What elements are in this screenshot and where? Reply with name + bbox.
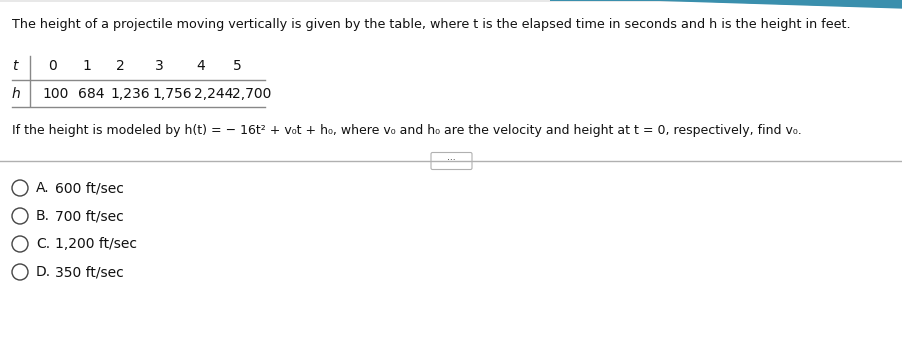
Text: t: t xyxy=(12,59,17,73)
Text: 684: 684 xyxy=(78,87,105,101)
Text: B.: B. xyxy=(36,209,50,223)
Text: 1,236: 1,236 xyxy=(110,87,150,101)
Text: 700 ft/sec: 700 ft/sec xyxy=(55,209,124,223)
Text: 0: 0 xyxy=(48,59,57,73)
Text: h: h xyxy=(12,87,21,101)
Text: 1,200 ft/sec: 1,200 ft/sec xyxy=(55,237,137,251)
Text: 4: 4 xyxy=(196,59,205,73)
Text: 2,700: 2,700 xyxy=(232,87,272,101)
Text: 1,756: 1,756 xyxy=(152,87,191,101)
Text: If the height is modeled by h(t) = − 16t² + v₀t + h₀, where v₀ and h₀ are the ve: If the height is modeled by h(t) = − 16t… xyxy=(12,124,801,137)
Text: D.: D. xyxy=(36,265,51,279)
Polygon shape xyxy=(549,0,902,8)
Text: ···: ··· xyxy=(446,157,456,166)
Polygon shape xyxy=(549,0,902,8)
Text: 3: 3 xyxy=(155,59,163,73)
Text: The height of a projectile moving vertically is given by the table, where t is t: The height of a projectile moving vertic… xyxy=(12,18,850,31)
Text: 1: 1 xyxy=(82,59,91,73)
Text: 5: 5 xyxy=(233,59,242,73)
Text: 2,244: 2,244 xyxy=(194,87,233,101)
Text: 600 ft/sec: 600 ft/sec xyxy=(55,181,124,195)
Text: 100: 100 xyxy=(42,87,69,101)
Text: C.: C. xyxy=(36,237,51,251)
Text: 350 ft/sec: 350 ft/sec xyxy=(55,265,124,279)
Text: 2: 2 xyxy=(115,59,124,73)
Text: A.: A. xyxy=(36,181,50,195)
FancyBboxPatch shape xyxy=(430,152,472,169)
